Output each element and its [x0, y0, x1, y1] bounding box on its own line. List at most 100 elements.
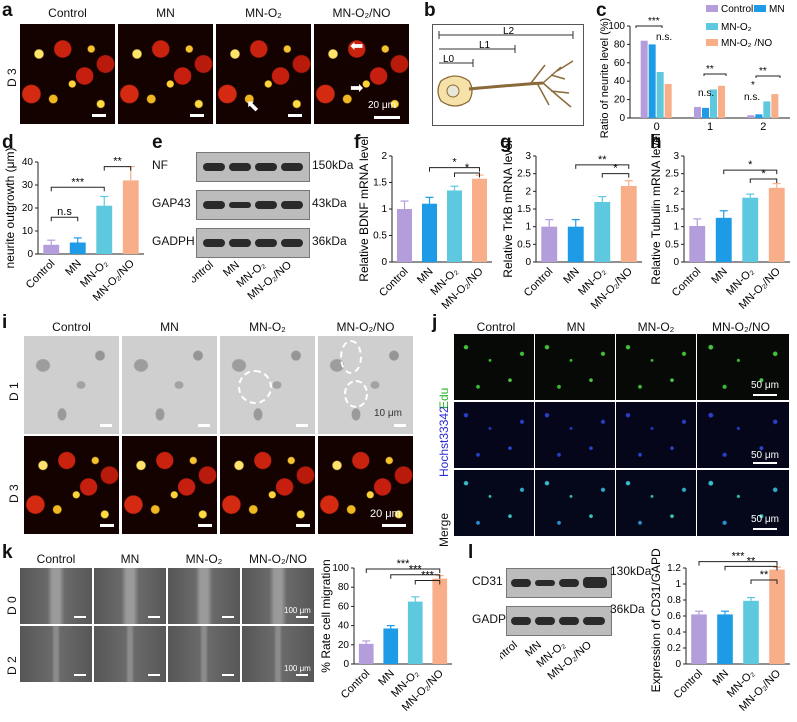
panel-k-scale-1: 100 μm [284, 606, 311, 615]
panel-j-hoechst-control [454, 402, 534, 468]
y-tick-label: 0.5 [665, 239, 679, 250]
panel-a-header-mno2no: MN-O₂/NO [332, 6, 391, 20]
significance-label: *** [397, 558, 411, 570]
y-tick-label: 0 [673, 257, 679, 268]
y-axis-label: Ratio of neurite level (%) [599, 18, 611, 138]
y-tick-label: 100 [332, 563, 349, 574]
western-blot-l: CD31 GADPH 130kDa 36kDa Control MN MN-O₂… [470, 562, 651, 722]
x-tick-label: Control [339, 668, 373, 702]
blot-e-xlabels: Control MN MN-O₂ MN-O₂/NO [192, 259, 294, 303]
l2-label: L2 [503, 26, 515, 37]
panel-j-hoechst-mn [535, 402, 615, 468]
y-tick-label: 2 [381, 151, 387, 162]
x-tick-label: Control [522, 266, 556, 300]
panel-k-scale-2: 100 μm [284, 664, 311, 673]
x-tick-label: Control [377, 266, 411, 300]
significance-label: ** [759, 66, 767, 77]
panel-i-row-d1: D 1 [7, 382, 21, 401]
bar [747, 115, 755, 118]
y-tick-label: 40 [22, 157, 34, 168]
panel-h-label: h [650, 132, 662, 153]
panel-k-d0-mno2 [168, 568, 240, 624]
y-tick-label: 1.5 [665, 204, 679, 215]
panel-a-header-control: Control [48, 6, 87, 20]
legend-swatch [754, 5, 766, 12]
panel-j-scale-2: 50 μm [751, 450, 779, 461]
bar [742, 197, 759, 262]
panel-g-label: g [500, 132, 512, 153]
y-tick-label: 0 [343, 659, 349, 670]
bar [691, 614, 707, 664]
y-tick-label: 1.5 [517, 204, 531, 215]
x-tick-label: MN [711, 668, 732, 689]
neuron-axon [468, 81, 544, 91]
blot-e-gadph [196, 228, 310, 258]
significance-label: ** [598, 154, 607, 166]
y-axis-label: neurite outgrowth (μm) [3, 148, 17, 269]
bar [743, 600, 759, 664]
y-tick-label: 80 [338, 582, 350, 593]
y-tick-label: 0.4 [667, 627, 681, 638]
panel-i-header-mno2no: MN-O₂/NO [336, 320, 395, 334]
significance-label: *** [71, 176, 85, 188]
significance-bracket [103, 166, 132, 171]
significance-bracket [429, 167, 480, 172]
legend-swatch [706, 23, 718, 30]
significance-label: * [465, 162, 470, 174]
panel-a-row-label: D 3 [5, 68, 19, 87]
y-tick-label: 1.5 [373, 178, 387, 189]
y-axis-label: Expression of CD31/GAPDH [649, 548, 663, 692]
panel-j-hoechst-mno2no: 50 μm [697, 402, 789, 468]
panel-j-row-merge: Merge [437, 512, 451, 547]
panel-k-row-d0: D 0 [5, 596, 19, 615]
panel-j-scale-1: 50 μm [751, 380, 779, 391]
bar [656, 72, 664, 118]
panel-j-edu-control [454, 334, 534, 400]
panel-i-d3-mno2 [220, 436, 315, 534]
bar [768, 187, 785, 262]
y-axis-label: Relative Tubulin mRNA level [649, 133, 663, 284]
legend-label: Control [721, 4, 753, 15]
y-tick-label: 3 [525, 151, 531, 162]
bar [710, 89, 717, 118]
blot-e-row-nf: NF [152, 158, 168, 172]
panel-k-d2-control [20, 626, 92, 682]
panel-i-header-control: Control [52, 320, 91, 334]
legend-swatch [706, 5, 718, 12]
panel-j-row-hochst: Hochst33342 [437, 406, 451, 477]
bar [422, 203, 437, 262]
panel-i-header-mno2: MN-O₂ [249, 320, 286, 334]
y-tick-label: 0.6 [667, 611, 681, 622]
bar [763, 101, 771, 118]
y-tick-label: 40 [338, 621, 350, 632]
blot-l-cd31 [506, 568, 612, 598]
panel-i-d1-mno2no: 10 μm [318, 336, 413, 434]
bar [702, 107, 709, 118]
blot-e-cat-control: Control [192, 259, 216, 291]
y-tick-label: 80 [614, 39, 626, 50]
blot-e-row-gap43: GAP43 [152, 196, 191, 210]
y-tick-label: 2 [673, 186, 679, 197]
bar [472, 178, 487, 262]
significance-label: *** [648, 16, 660, 27]
panel-i-row-d3: D 3 [7, 484, 21, 503]
x-tick-label: Control [672, 668, 706, 702]
y-tick-label: 60 [338, 601, 350, 612]
panel-j-header-mno2no: MN-O₂/NO [712, 320, 770, 334]
panel-j-header-mn: MN [566, 320, 586, 334]
bar [122, 180, 139, 254]
l0-label: L0 [443, 54, 455, 65]
y-tick-label: 0 [619, 113, 625, 124]
blot-e-gap43 [196, 190, 310, 220]
significance-bracket [50, 186, 105, 192]
panel-a-scale: 20 μm [368, 100, 396, 111]
bar [96, 205, 113, 254]
x-tick-label: 2 [760, 121, 766, 133]
panel-j-merge-control [454, 470, 534, 536]
panel-k-d2-mno2no: 100 μm [242, 626, 314, 682]
y-tick-label: 2.5 [517, 169, 531, 180]
blot-e-size-nf: 150kDa [312, 158, 354, 172]
y-tick-label: 0 [27, 249, 33, 260]
